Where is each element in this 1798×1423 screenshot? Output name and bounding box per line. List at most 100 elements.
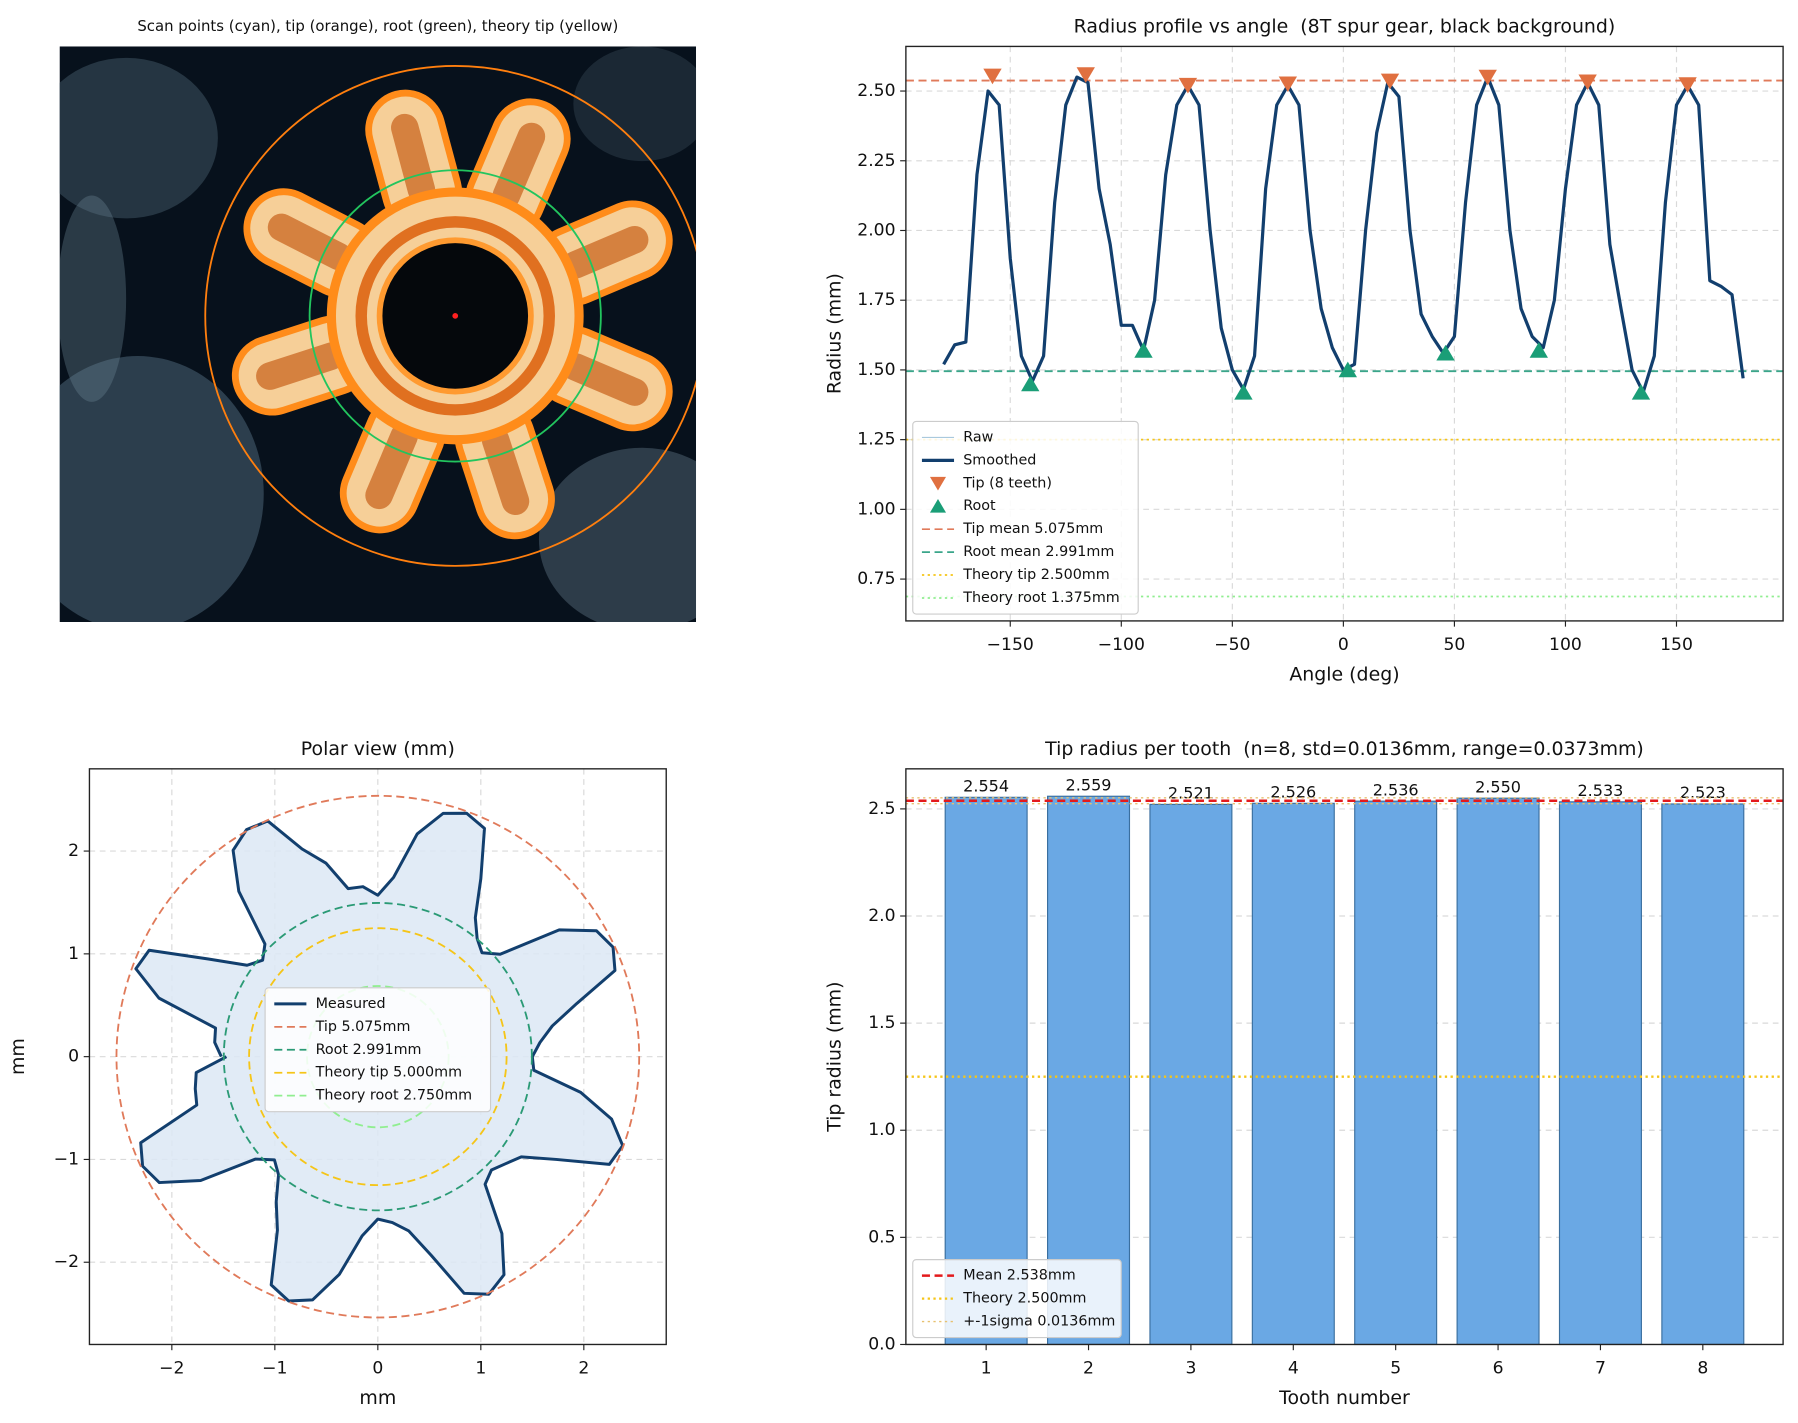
value-label: 2.533 [1577,781,1623,800]
marker [983,68,1002,85]
scan-image [59,46,697,623]
chart-title: Scan points (cyan), tip (orange), root (… [137,17,618,35]
value-label: 2.536 [1373,780,1419,799]
x-tick-label: −150 [987,635,1034,655]
value-label: 2.559 [1066,775,1112,794]
marker [1529,342,1548,358]
x-tick-label: 4 [1288,1359,1299,1379]
x-tick-label: 7 [1595,1359,1606,1379]
y-tick-label: 2.0 [868,906,895,926]
plot-frame [905,45,1784,622]
chart-title: Polar view (mm) [301,738,455,760]
value-label: 2.554 [963,777,1009,796]
y-tick-label: 1.25 [857,430,895,450]
plot-frame [905,768,1784,1346]
legend-label: Theory 2.500mm [962,1291,1086,1307]
y-tick-label: 2 [68,841,79,861]
x-tick-label: 1 [475,1359,486,1379]
marker [1578,74,1597,91]
x-tick-label: 1 [981,1359,992,1379]
legend-label: Theory root 2.750mm [315,1088,473,1104]
reference-circle [222,902,533,1212]
marker [1436,344,1455,361]
legend-label: Root [963,498,996,514]
bar [1149,803,1233,1346]
legend-marker [929,476,947,491]
bar [1661,803,1745,1346]
x-axis-label: Angle (deg) [1289,663,1399,685]
marker [1678,77,1697,93]
x-tick-label: 8 [1697,1359,1708,1379]
x-tick-label: −100 [1098,635,1145,655]
y-axis-label: mm [7,1038,29,1075]
legend-label: Theory root 1.375mm [962,590,1120,606]
bar [1456,797,1540,1346]
legend-box [912,420,1139,615]
legend-label: Theory tip 5.000mm [315,1065,463,1081]
x-tick-label: 3 [1185,1359,1196,1379]
x-tick-label: −50 [1214,635,1250,655]
plot-frame [88,768,667,1346]
chart-title: Radius profile vs angle (8T spur gear, b… [1074,15,1616,37]
y-tick-label: 2.5 [868,799,895,819]
marker [1134,342,1153,358]
x-tick-label: 2 [578,1359,589,1379]
x-tick-label: 5 [1390,1359,1401,1379]
y-tick-label: 1.5 [868,1013,895,1033]
bar [944,796,1028,1346]
marker [1234,383,1253,400]
y-tick-label: 2.50 [857,81,895,101]
marker [1338,361,1357,378]
x-tick-label: 100 [1549,635,1582,655]
y-axis-label: Radius (mm) [823,273,845,394]
marker [1178,77,1198,94]
y-tick-label: 1 [68,944,79,964]
marker [1021,375,1040,392]
legend-box [264,987,492,1113]
y-tick-label: 1.75 [857,290,895,310]
legend-label: Theory tip 2.500mm [962,567,1110,583]
legend-label: Tip mean 5.075mm [962,521,1103,537]
bar [1251,802,1335,1346]
legend-label: +-1sigma 0.0136mm [963,1314,1115,1330]
y-axis-label: Tip radius (mm) [823,982,845,1133]
legend-label: Mean 2.538mm [963,1268,1076,1284]
legend-label: Measured [316,996,386,1012]
legend-box [912,1259,1122,1339]
y-tick-label: 0.75 [857,569,895,589]
y-tick-label: −1 [54,1149,79,1169]
legend-label: Tip (8 teeth) [962,475,1052,491]
y-tick-label: 0 [68,1047,79,1067]
x-tick-label: 6 [1493,1359,1504,1379]
x-axis-label: mm [359,1387,396,1409]
x-tick-label: 50 [1443,635,1465,655]
x-tick-label: −2 [159,1359,184,1379]
chart-title: Tip radius per tooth (n=8, std=0.0136mm,… [1044,738,1644,760]
y-tick-label: 1.50 [857,360,895,380]
marker [1631,383,1651,400]
bar [1047,795,1131,1346]
marker [1380,73,1400,90]
marker [1076,67,1095,83]
y-tick-label: 1.00 [857,499,895,519]
x-tick-label: 0 [1338,635,1349,655]
x-tick-label: 150 [1660,635,1693,655]
x-tick-label: −1 [262,1359,287,1379]
legend-marker [929,499,947,513]
reference-circle [248,927,508,1187]
marker [1478,69,1497,86]
value-label: 2.550 [1475,777,1521,796]
legend-label: Root 2.991mm [316,1042,422,1058]
x-axis-label: Tooth number [1278,1387,1410,1409]
marker [1278,76,1298,93]
y-tick-label: 0.5 [868,1227,895,1247]
y-tick-label: −2 [54,1252,79,1272]
value-label: 2.521 [1168,784,1214,803]
legend-label: Smoothed [963,452,1036,468]
bar [1354,800,1438,1346]
y-tick-label: 2.25 [857,151,895,171]
value-label: 2.523 [1680,783,1726,802]
value-label: 2.526 [1270,783,1316,802]
reference-circle [115,794,641,1319]
